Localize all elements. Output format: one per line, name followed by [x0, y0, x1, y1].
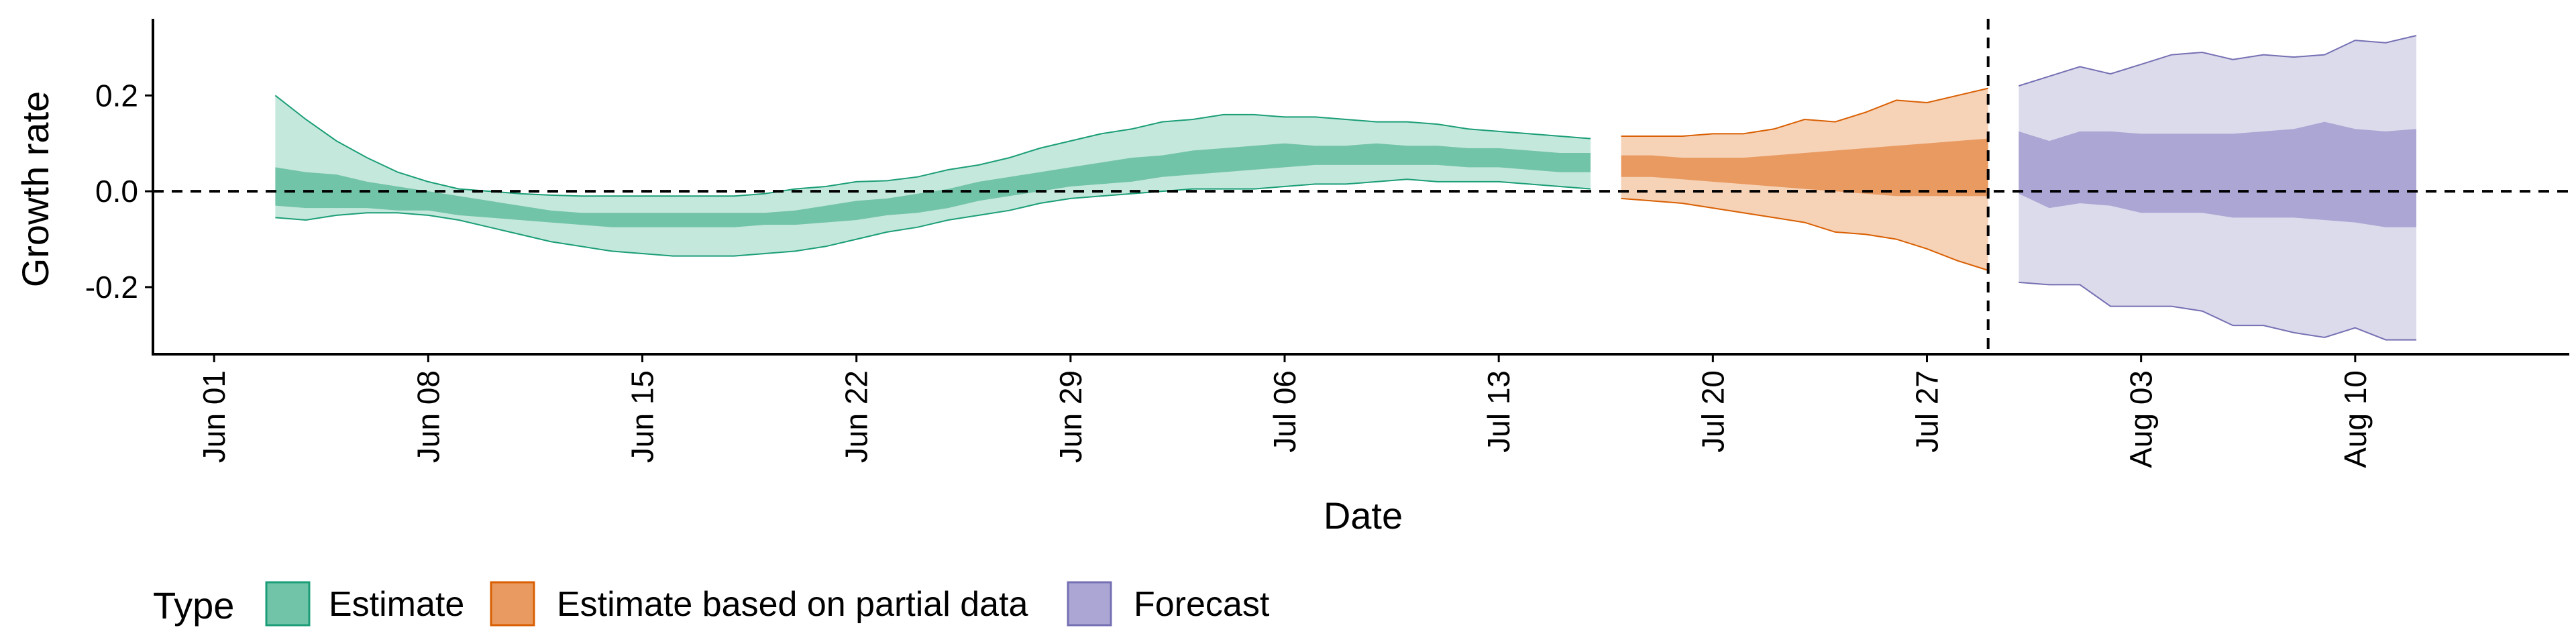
ribbon-50-estimate [275, 143, 1591, 227]
x-tick-label: Jul 27 [1910, 370, 1945, 453]
x-tick-label: Jun 29 [1053, 370, 1088, 463]
legend-swatch-estimate [265, 581, 311, 627]
x-tick-label: Aug 03 [2124, 370, 2159, 468]
legend-label-forecast: Forecast [1134, 585, 1270, 624]
legend-label-partial: Estimate based on partial data [557, 585, 1028, 624]
upper-edge-estimate-based-on-partial-data [1621, 87, 1988, 137]
x-tick-label: Aug 10 [2338, 370, 2373, 468]
axes: -0.2 0.0 0.2 Jun 01 Jun 08 Jun 15 Jun 22 Jun 29… [85, 19, 2569, 468]
x-tick-label: Jul 13 [1481, 370, 1516, 453]
legend: Type Estimate Estimate based on partial … [153, 581, 1270, 627]
series-estimate [274, 95, 1591, 257]
x-tick-label: Jun 01 [197, 370, 231, 463]
y-tick-label: -0.2 [85, 270, 138, 305]
x-tick-label: Jul 06 [1267, 370, 1302, 453]
series-estimate-based-on-partial-data [1621, 87, 1988, 271]
y-axis-title: Growth rate [14, 91, 56, 288]
x-tick-label: Jun 22 [839, 370, 874, 463]
legend-title: Type [153, 584, 234, 627]
ribbon-90-estimate [275, 95, 1591, 256]
legend-label-estimate: Estimate [329, 585, 464, 624]
legend-swatch-forecast [1067, 581, 1112, 627]
y-tick-label: 0.0 [95, 174, 138, 209]
ribbon-50-forecast [2019, 121, 2416, 227]
lower-edge-estimate [275, 178, 1591, 257]
ribbon-50-estimate-based-on-partial-data [1621, 138, 1988, 197]
lower-edge-forecast [2019, 281, 2416, 341]
x-tick-label: Jun 08 [411, 370, 445, 463]
upper-edge-forecast [2019, 35, 2417, 87]
x-tick-label: Jun 15 [625, 370, 660, 463]
y-tick-label: 0.2 [95, 78, 138, 113]
plot-area [153, 19, 2569, 354]
legend-swatch-partial [490, 581, 535, 627]
series-forecast [2019, 35, 2417, 341]
x-axis-title: Date [1324, 494, 1403, 537]
lower-edge-estimate-based-on-partial-data [1621, 197, 1988, 271]
x-tick-label: Jul 20 [1695, 370, 1730, 453]
